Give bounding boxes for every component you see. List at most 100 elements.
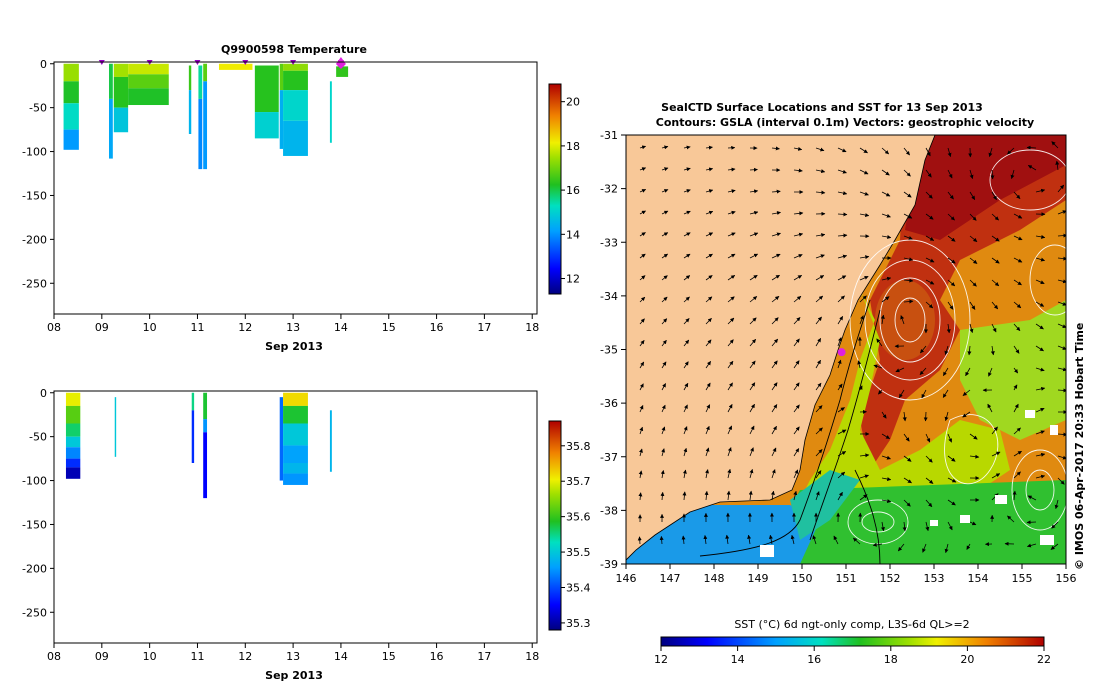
velocity-arrow bbox=[991, 451, 1001, 457]
velocity-arrow bbox=[837, 275, 847, 281]
velocity-arrow bbox=[727, 339, 734, 347]
map-y-tick-label: -31 bbox=[600, 129, 618, 142]
profile-band-6-0 bbox=[329, 410, 332, 472]
y-tick-label: -150 bbox=[22, 518, 47, 531]
velocity-arrow bbox=[815, 427, 823, 435]
map-y-tick-label: -35 bbox=[600, 344, 618, 357]
velocity-arrow bbox=[639, 210, 646, 215]
velocity-arrow bbox=[661, 404, 666, 413]
velocity-arrow bbox=[859, 191, 869, 196]
velocity-arrow bbox=[793, 295, 802, 303]
sst-colorbar-tick-label: 16 bbox=[807, 653, 821, 666]
velocity-arrow bbox=[771, 425, 777, 435]
velocity-arrow bbox=[749, 382, 756, 391]
velocity-arrow bbox=[639, 253, 646, 259]
velocity-arrow bbox=[990, 345, 995, 356]
profile-band-10-1 bbox=[283, 70, 308, 91]
velocity-arrow bbox=[897, 543, 905, 552]
velocity-arrow bbox=[815, 359, 821, 369]
velocity-arrow bbox=[876, 338, 883, 347]
velocity-arrow bbox=[900, 315, 905, 325]
velocity-arrow bbox=[991, 257, 1000, 264]
velocity-arrow bbox=[639, 405, 644, 413]
velocity-arrow bbox=[1057, 279, 1066, 284]
velocity-arrow bbox=[705, 275, 713, 281]
velocity-arrow bbox=[1010, 169, 1015, 180]
velocity-arrow bbox=[947, 279, 956, 287]
velocity-arrow bbox=[749, 403, 755, 413]
velocity-arrow bbox=[925, 147, 931, 157]
velocity-arrow bbox=[1035, 430, 1045, 435]
velocity-arrow bbox=[812, 535, 817, 545]
velocity-arrow bbox=[1013, 213, 1023, 219]
velocity-arrow bbox=[793, 317, 801, 325]
velocity-arrow bbox=[947, 499, 956, 506]
velocity-arrow bbox=[771, 295, 780, 303]
velocity-arrow bbox=[815, 491, 820, 501]
velocity-arrow bbox=[837, 147, 847, 153]
velocity-arrow bbox=[1013, 323, 1021, 332]
velocity-arrow bbox=[661, 210, 669, 215]
velocity-arrow bbox=[639, 426, 644, 435]
velocity-arrow bbox=[967, 345, 972, 356]
velocity-arrow bbox=[947, 235, 956, 242]
velocity-arrow bbox=[969, 257, 978, 264]
velocity-arrow bbox=[925, 213, 934, 220]
velocity-arrow bbox=[920, 345, 927, 354]
velocity-arrow bbox=[1013, 471, 1021, 479]
velocity-arrow bbox=[1057, 184, 1065, 193]
velocity-arrow bbox=[661, 361, 667, 369]
velocity-arrow bbox=[859, 213, 870, 218]
velocity-arrow bbox=[749, 189, 759, 194]
velocity-arrow bbox=[793, 426, 800, 435]
x-tick-label: 15 bbox=[382, 650, 396, 663]
y-tick-label: -50 bbox=[29, 431, 47, 444]
velocity-arrow bbox=[1057, 210, 1066, 215]
velocity-arrow bbox=[727, 382, 733, 391]
velocity-arrow bbox=[815, 254, 825, 259]
velocity-arrow bbox=[726, 490, 731, 501]
velocity-arrow bbox=[1013, 384, 1018, 391]
velocity-arrow bbox=[859, 275, 869, 281]
profile-band-1-0 bbox=[114, 397, 117, 457]
velocity-arrow bbox=[991, 213, 999, 221]
x-tick-label: 14 bbox=[334, 321, 348, 334]
velocity-arrow bbox=[947, 521, 953, 531]
velocity-arrow bbox=[683, 167, 691, 172]
velocity-arrow bbox=[771, 447, 777, 457]
velocity-arrow bbox=[639, 167, 647, 171]
x-tick-label: 14 bbox=[334, 650, 348, 663]
velocity-arrow bbox=[727, 167, 736, 172]
velocity-arrow bbox=[859, 494, 868, 501]
velocity-arrow bbox=[659, 535, 664, 545]
x-tick-label: 13 bbox=[286, 321, 300, 334]
y-tick-label: -250 bbox=[22, 277, 47, 290]
velocity-arrow bbox=[1050, 543, 1059, 550]
velocity-arrow bbox=[969, 279, 977, 287]
x-tick-label: 12 bbox=[238, 650, 252, 663]
velocity-arrow bbox=[969, 191, 976, 200]
map-title: SealCTD Surface Locations and SST for 13… bbox=[661, 101, 983, 114]
velocity-arrow bbox=[988, 147, 993, 158]
velocity-arrow bbox=[749, 232, 759, 237]
y-tick-label: -200 bbox=[22, 233, 47, 246]
velocity-arrow bbox=[747, 534, 752, 545]
velocity-arrow bbox=[793, 232, 804, 237]
velocity-arrow bbox=[815, 147, 825, 152]
profile-band-7-0 bbox=[218, 63, 253, 70]
velocity-arrow bbox=[793, 168, 803, 173]
velocity-arrow bbox=[1035, 279, 1045, 284]
velocity-arrow bbox=[815, 233, 826, 238]
velocity-arrow bbox=[947, 301, 954, 310]
temperature-title: Q9900598 Temperature bbox=[221, 43, 367, 56]
map-x-tick-label: 151 bbox=[836, 572, 857, 585]
map-y-tick-label: -36 bbox=[600, 397, 618, 410]
profile-band-2-0 bbox=[113, 63, 129, 77]
sst-colorbar bbox=[660, 636, 1045, 647]
velocity-arrow bbox=[705, 232, 714, 237]
temperature-panel: Q9900598 Temperature 0 -50 -100 -150 -200 -25… bbox=[22, 43, 580, 353]
velocity-arrow bbox=[965, 367, 971, 377]
x-tick-label: 18 bbox=[525, 650, 539, 663]
salinity-panel: 0 -50 -100 -150 -200 -250 08 09 10 11 12 13 14 15 16 17… bbox=[22, 387, 590, 682]
velocity-arrow bbox=[852, 537, 861, 545]
